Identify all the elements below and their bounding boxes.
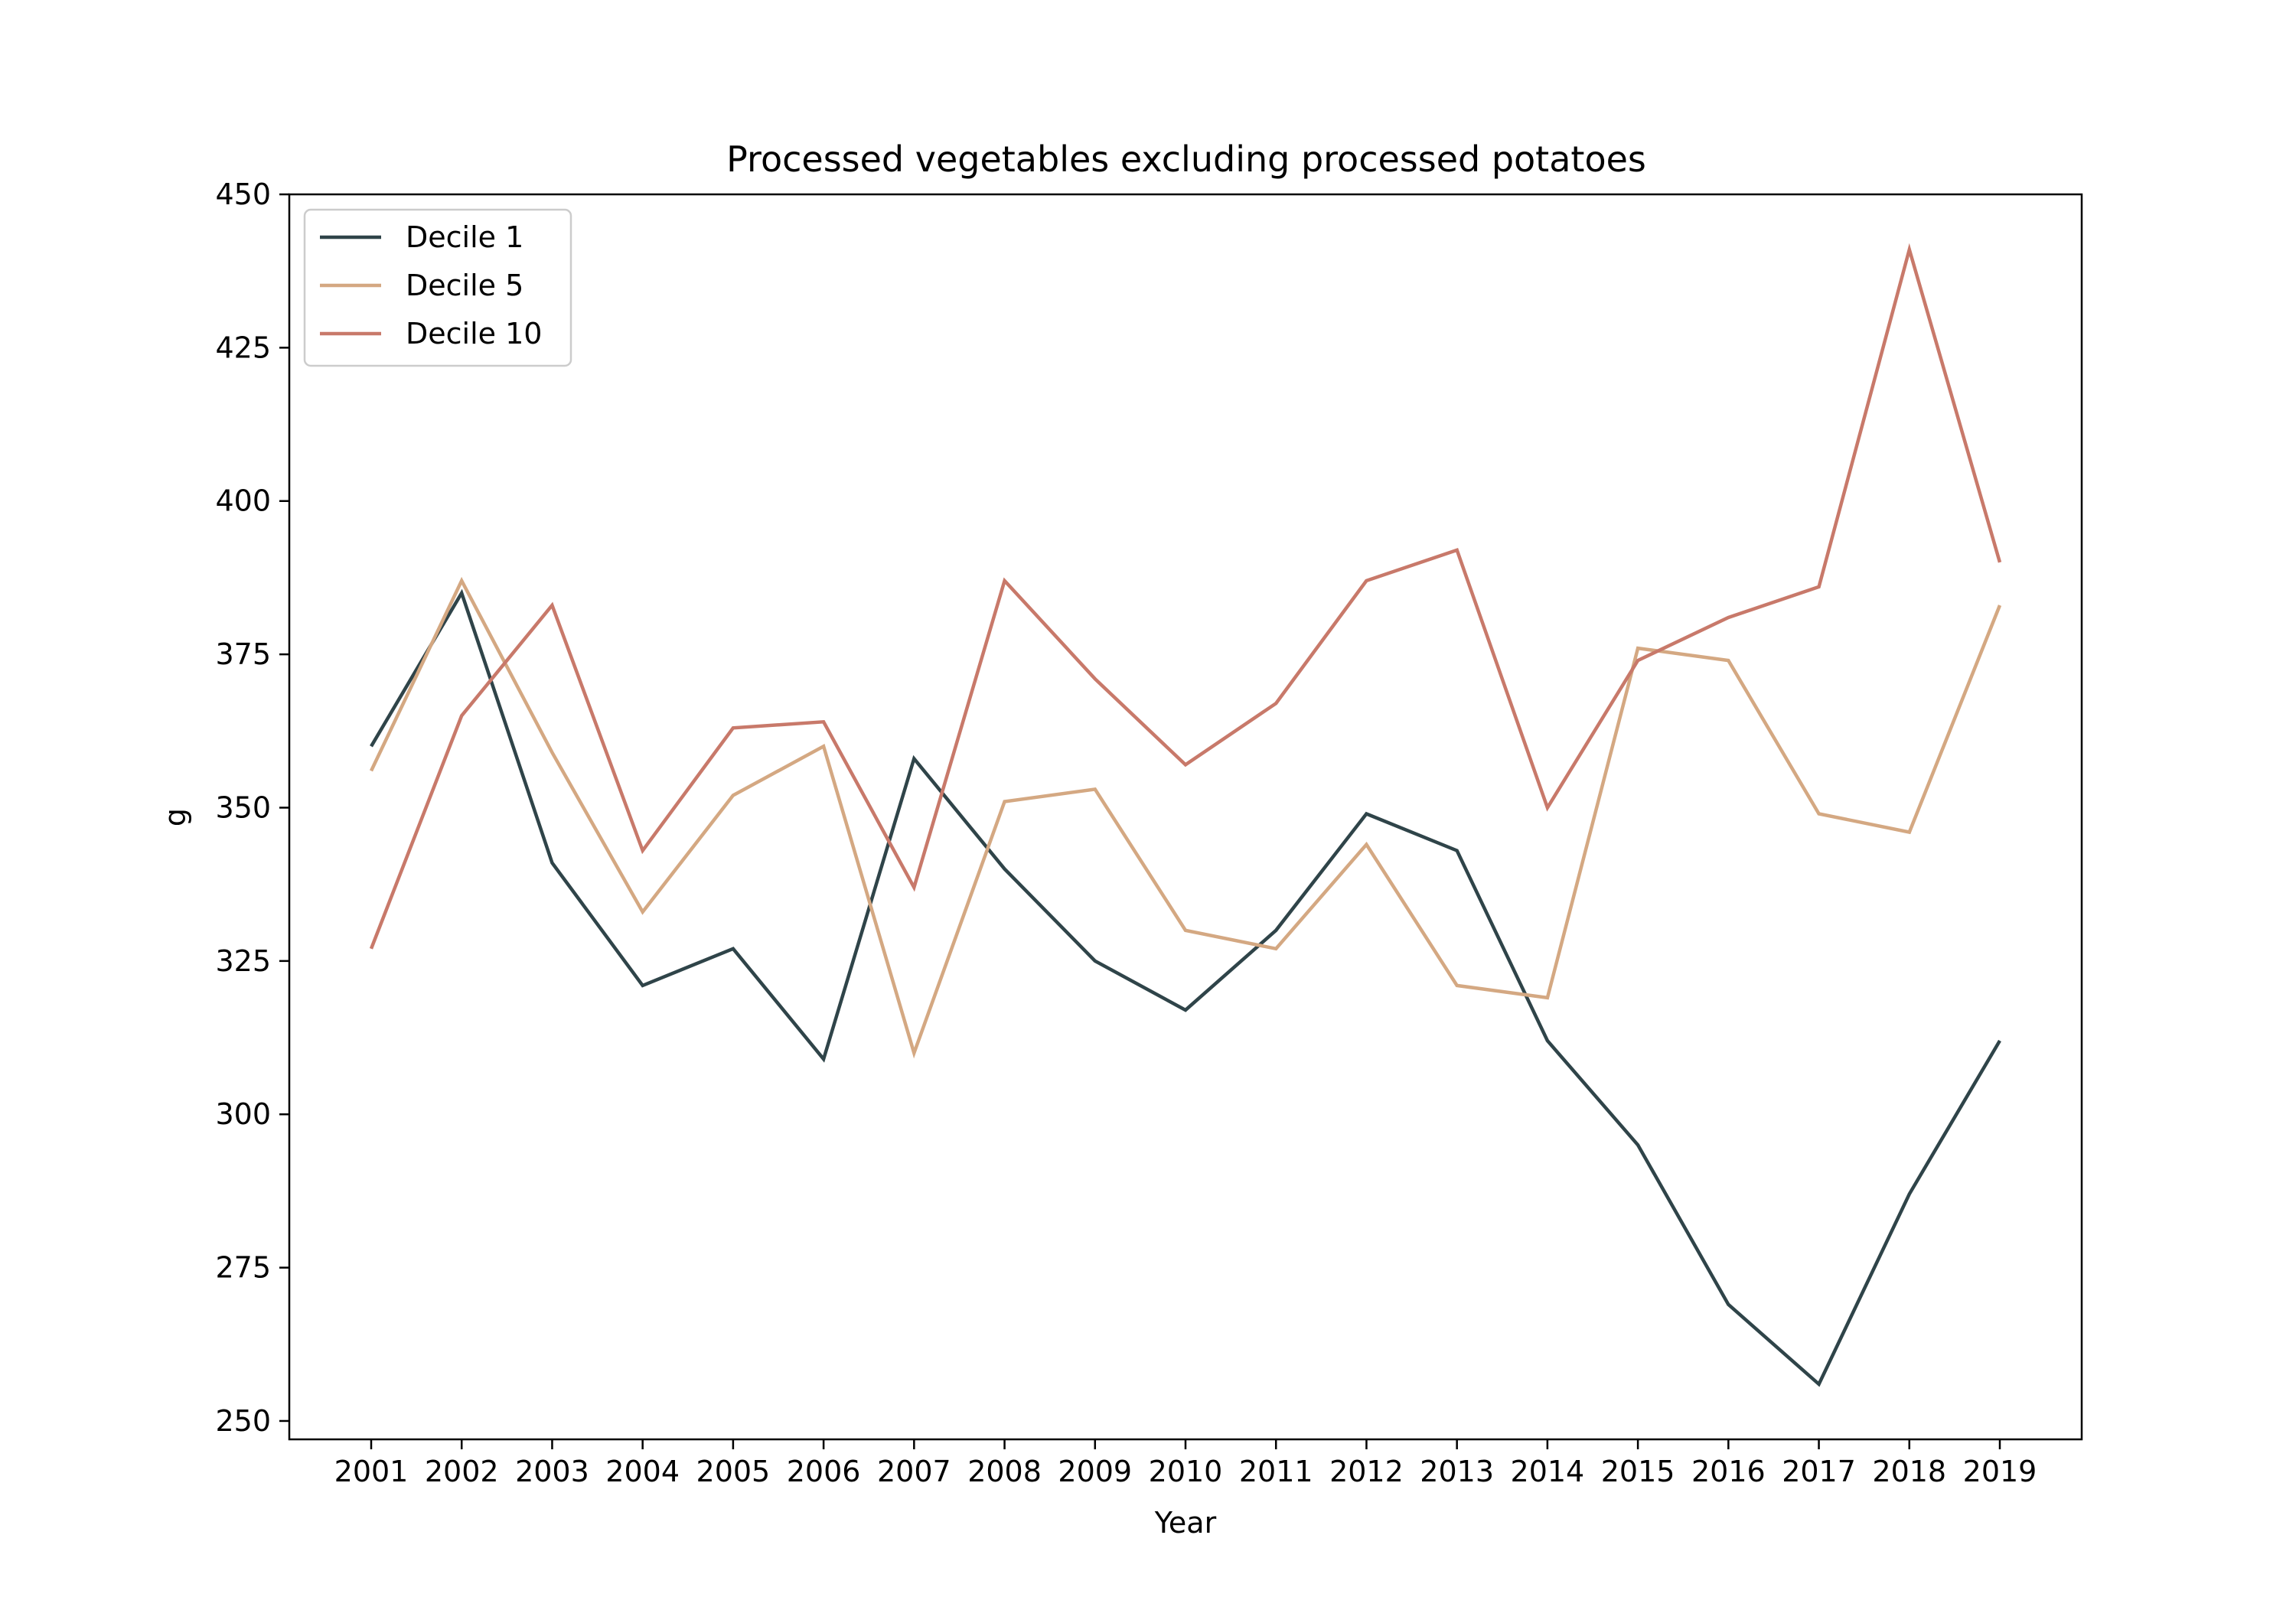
series-line-1 [370, 588, 2001, 1387]
x-axis-label: Year [1154, 1506, 1217, 1540]
series-line-3 [369, 243, 2002, 950]
x-tick-label: 2014 [1511, 1455, 1585, 1488]
y-tick-label: 400 [215, 484, 271, 518]
x-tick-label: 2015 [1601, 1455, 1675, 1488]
x-tick-label: 2017 [1782, 1455, 1856, 1488]
chart-title: Processed vegetables excluding processed… [726, 139, 1646, 180]
x-tick-label: 2004 [605, 1455, 680, 1488]
legend-label: Decile 5 [406, 269, 523, 302]
x-tick-label: 2013 [1420, 1455, 1494, 1488]
x-tick-label: 2006 [787, 1455, 861, 1488]
legend-label: Decile 1 [406, 220, 523, 254]
x-tick-label: 2019 [1963, 1455, 2037, 1488]
x-tick-label: 2003 [515, 1455, 589, 1488]
legend-label: Decile 10 [406, 317, 542, 350]
x-tick-label: 2001 [334, 1455, 409, 1488]
y-tick-label: 250 [215, 1404, 271, 1438]
y-axis: 250 275 300 325 350 375 400 425 450 [215, 178, 289, 1438]
plot-frame [288, 193, 2083, 1441]
series-line-2 [369, 576, 2002, 1059]
y-tick-label: 425 [215, 331, 271, 364]
x-tick-label: 2018 [1872, 1455, 1946, 1488]
y-tick-label: 450 [215, 178, 271, 211]
x-tick-label: 2008 [967, 1455, 1042, 1488]
plot-lines [369, 243, 2002, 1387]
legend-box [303, 208, 572, 367]
x-tick-label: 2012 [1329, 1455, 1404, 1488]
x-tick-label: 2007 [877, 1455, 951, 1488]
legend: Decile 1 Decile 5 Decile 10 [303, 208, 572, 367]
x-tick-label: 2016 [1691, 1455, 1766, 1488]
y-tick-label: 325 [215, 944, 271, 978]
x-tick-label: 2011 [1239, 1455, 1313, 1488]
y-tick-label: 375 [215, 637, 271, 671]
x-tick-label: 2002 [425, 1455, 499, 1488]
x-tick-label: 2005 [696, 1455, 771, 1488]
y-tick-label: 275 [215, 1251, 271, 1285]
x-tick-label: 2009 [1058, 1455, 1132, 1488]
x-axis: 2001 2002 2003 2004 2005 2006 2007 2008 2009 2010… [334, 1439, 2037, 1488]
x-tick-label: 2010 [1149, 1455, 1223, 1488]
y-axis-label: g [158, 808, 192, 826]
y-tick-label: 350 [215, 790, 271, 824]
y-tick-label: 300 [215, 1097, 271, 1131]
